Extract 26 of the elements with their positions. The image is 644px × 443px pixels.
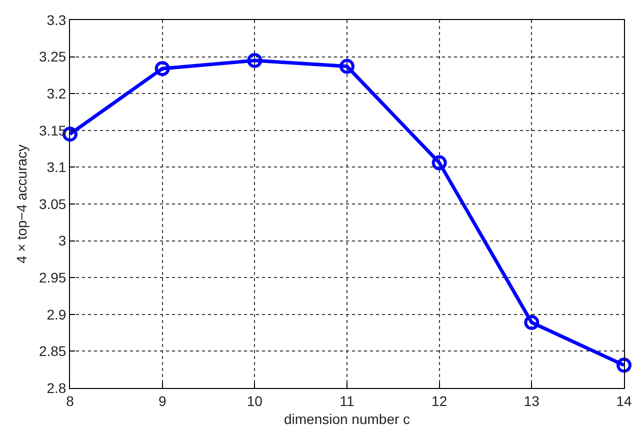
point	[616, 358, 632, 373]
y-tick-label: 3.15	[38, 122, 66, 138]
x-tick-label: 11	[340, 392, 354, 409]
y-tick-label: 3.05	[38, 196, 66, 212]
y-tick-label: 3.1	[46, 159, 66, 176]
y-tick-label: 3.2	[46, 86, 66, 102]
point	[524, 315, 540, 330]
x-tick-label: 8	[66, 392, 74, 409]
y-tick-label: 2.85	[38, 343, 66, 360]
y-axis-title: 4 × top−4 accuracy	[14, 144, 30, 264]
point	[154, 61, 170, 76]
x-tick-label: 9	[158, 392, 166, 409]
y-tick-label: 2.95	[38, 270, 66, 286]
y-tick-label: 3.3	[46, 12, 66, 28]
x-tick-label: 12	[432, 392, 448, 409]
x-tick-label: 14	[616, 392, 632, 409]
x-tick-label: 10	[246, 392, 263, 409]
x-axis-title: dimension number c	[284, 411, 410, 428]
y-tick-label: 2.9	[46, 306, 66, 322]
x-tick-label: 13	[524, 392, 540, 409]
point	[247, 52, 262, 68]
point	[340, 58, 354, 74]
y-tick-label: 3.25	[38, 48, 66, 65]
y-tick-label: 3	[58, 232, 66, 249]
point	[432, 155, 447, 170]
y-tick-label: 2.8	[46, 380, 66, 396]
